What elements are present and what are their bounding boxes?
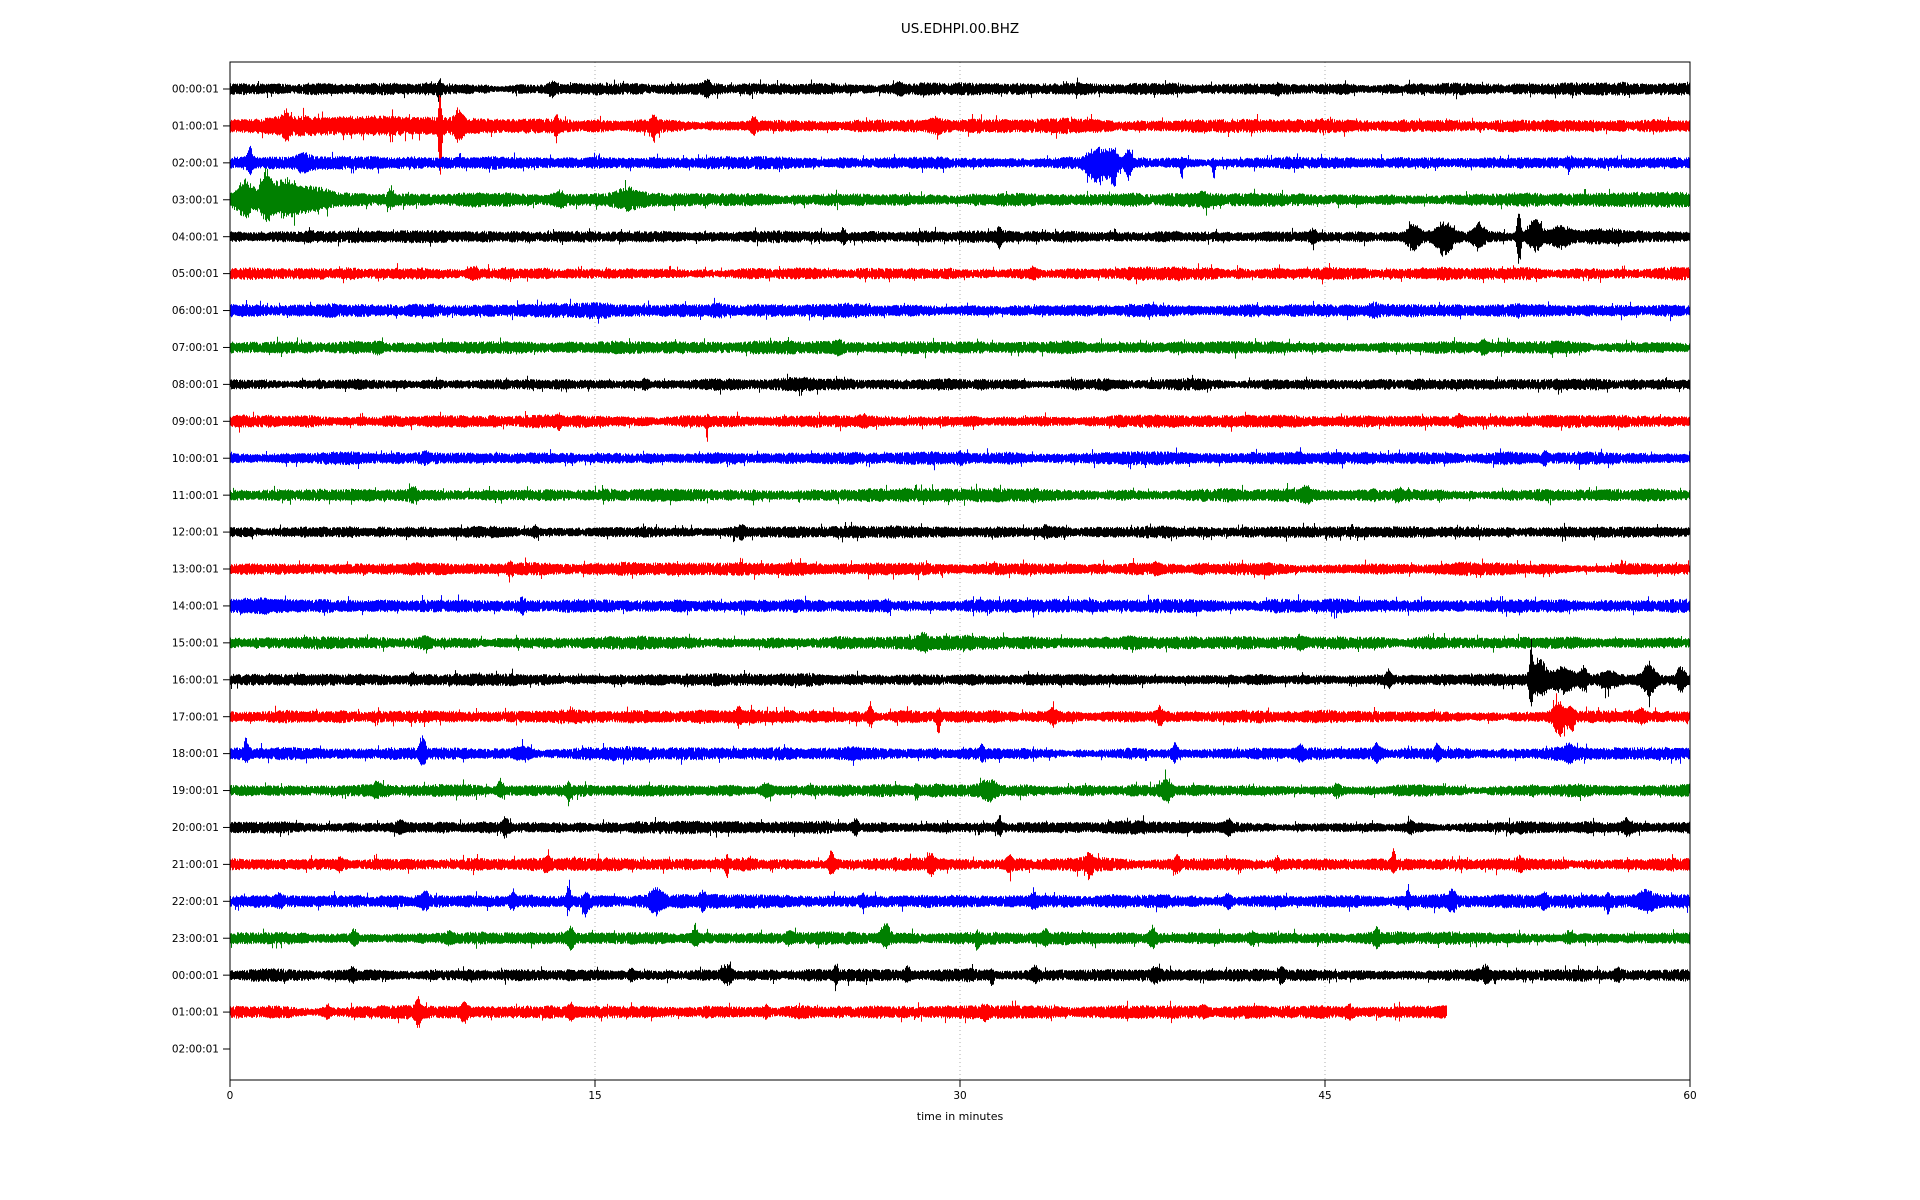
y-tick-label-3: 03:00:01 (172, 194, 219, 206)
x-axis-label: time in minutes (916, 1110, 1004, 1123)
y-tick-label-23: 23:00:01 (172, 933, 219, 945)
x-tick-label-45: 45 (1318, 1090, 1331, 1102)
y-tick-label-22: 22:00:01 (172, 896, 219, 908)
y-tick-label-13: 13:00:01 (172, 564, 219, 576)
y-tick-label-18: 18:00:01 (172, 748, 219, 760)
trace-row-18 (230, 735, 1690, 766)
y-tick-label-7: 07:00:01 (172, 342, 219, 354)
x-tick-label-15: 15 (588, 1090, 601, 1102)
y-tick-label-5: 05:00:01 (172, 268, 219, 280)
y-tick-label-8: 08:00:01 (172, 379, 219, 391)
y-tick-label-11: 11:00:01 (172, 490, 219, 502)
plot-title: US.EDHPI.00.BHZ (900, 21, 1020, 37)
y-tick-label-6: 06:00:01 (172, 305, 219, 317)
trace-row-8 (230, 373, 1690, 397)
x-tick-label-30: 30 (953, 1090, 966, 1102)
y-tick-label-1: 01:00:01 (172, 121, 219, 133)
trace-row-19 (230, 769, 1690, 807)
y-tick-label-9: 09:00:01 (172, 416, 219, 428)
trace-row-12 (230, 521, 1690, 543)
y-tick-label-2: 02:00:01 (172, 157, 219, 169)
y-tick-label-21: 21:00:01 (172, 859, 219, 871)
y-tick-label-20: 20:00:01 (172, 822, 219, 834)
y-tick-label-16: 16:00:01 (172, 674, 219, 686)
trace-row-21 (230, 848, 1690, 882)
trace-row-7 (230, 336, 1690, 359)
trace-row-22 (230, 879, 1690, 918)
y-tick-label-26: 02:00:01 (172, 1044, 219, 1056)
y-tick-label-10: 10:00:01 (172, 453, 219, 465)
trace-row-6 (230, 297, 1690, 324)
y-tick-label-17: 17:00:01 (172, 711, 219, 723)
trace-row-14 (230, 594, 1690, 619)
trace-row-2 (230, 145, 1690, 187)
x-tick-label-0: 0 (227, 1090, 234, 1102)
y-tick-label-19: 19:00:01 (172, 785, 219, 797)
y-tick-label-25: 01:00:01 (172, 1007, 219, 1019)
x-tick-label-60: 60 (1683, 1090, 1696, 1102)
trace-row-25 (230, 996, 1447, 1028)
y-tick-label-24: 00:00:01 (172, 970, 219, 982)
y-tick-label-14: 14:00:01 (172, 601, 219, 613)
trace-row-3 (230, 168, 1690, 226)
y-tick-label-15: 15:00:01 (172, 637, 219, 649)
y-tick-label-4: 04:00:01 (172, 231, 219, 243)
trace-row-4 (230, 213, 1690, 264)
y-tick-label-12: 12:00:01 (172, 527, 219, 539)
y-tick-label-0: 00:00:01 (172, 84, 219, 96)
